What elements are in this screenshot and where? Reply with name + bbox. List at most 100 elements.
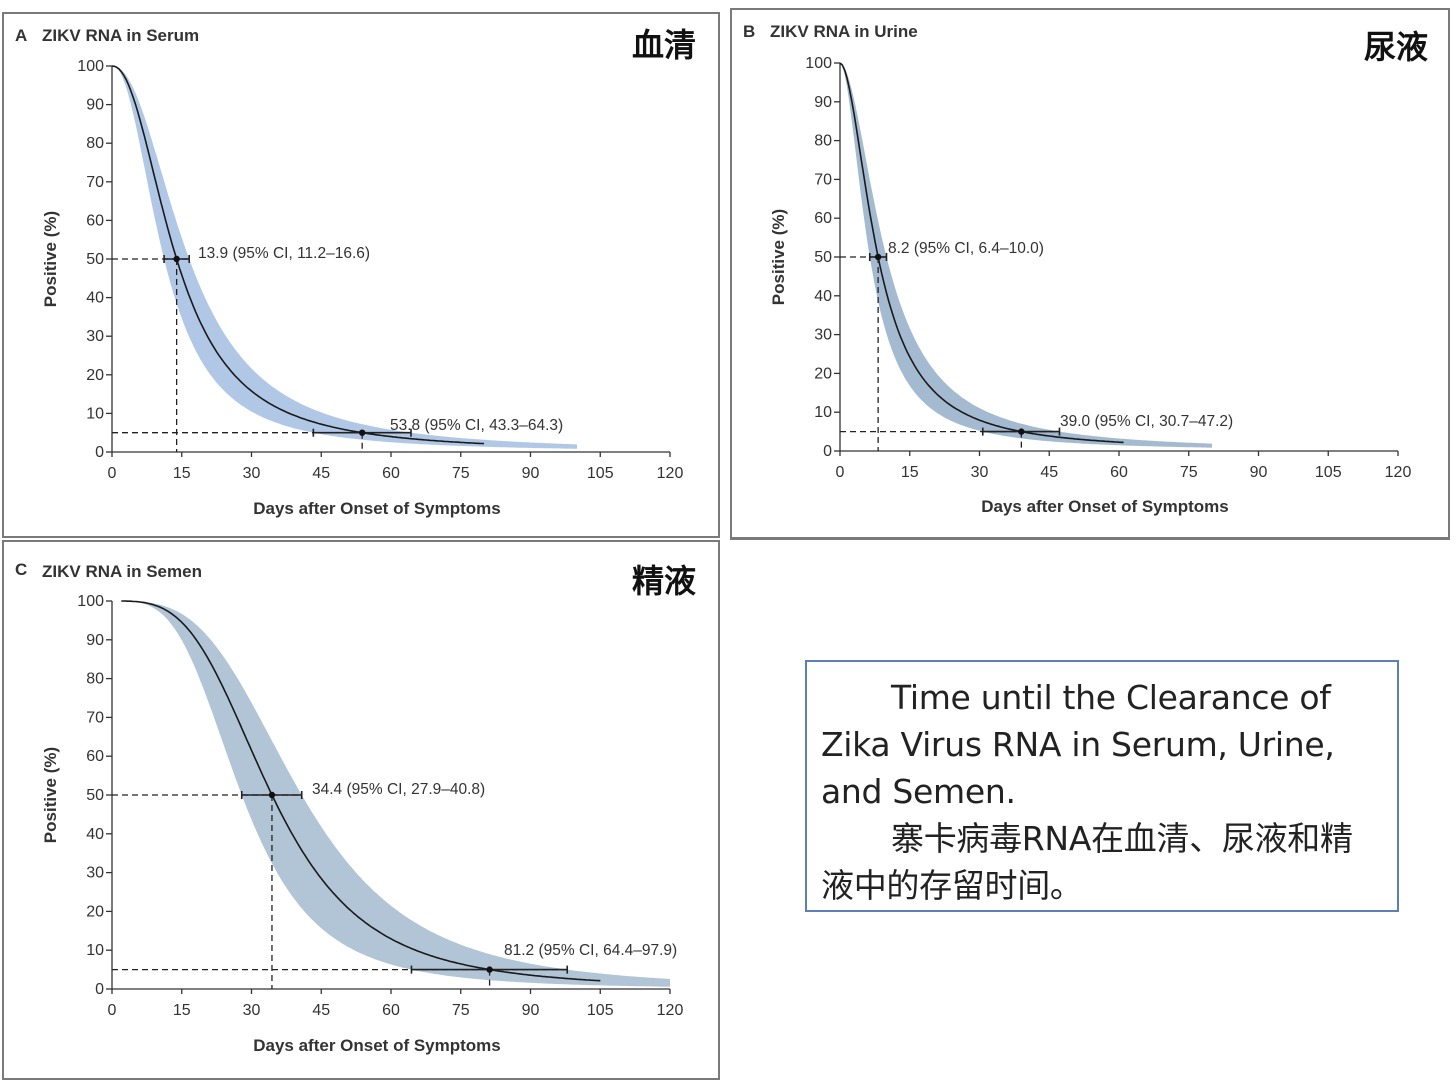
y-tick-label: 30 bbox=[814, 327, 832, 344]
x-tick-label: 120 bbox=[657, 1002, 684, 1019]
caption-english: Time until the Clearance of Zika Virus R… bbox=[821, 678, 1335, 811]
panel-title: ZIKV RNA in Serum bbox=[42, 26, 200, 45]
y-axis-title: Positive (%) bbox=[769, 209, 788, 305]
x-tick-label: 75 bbox=[452, 465, 470, 482]
panel-letter: B bbox=[743, 22, 756, 41]
p95-annotation: 39.0 (95% CI, 30.7–47.2) bbox=[1060, 413, 1233, 430]
x-axis-title: Days after Onset of Symptoms bbox=[981, 497, 1229, 516]
x-tick-label: 105 bbox=[1315, 464, 1342, 481]
y-tick-label: 80 bbox=[86, 135, 104, 152]
survival-curve bbox=[121, 600, 601, 982]
x-tick-label: 0 bbox=[836, 464, 845, 481]
panel-letter: A bbox=[15, 26, 28, 45]
x-tick-label: 30 bbox=[243, 1002, 261, 1019]
y-tick-label: 100 bbox=[77, 58, 104, 75]
panel-title: ZIKV RNA in Urine bbox=[770, 22, 918, 41]
survival-curve bbox=[111, 65, 485, 445]
x-tick-label: 15 bbox=[901, 464, 919, 481]
p95-annotation: 81.2 (95% CI, 64.4–97.9) bbox=[504, 942, 677, 959]
y-tick-label: 30 bbox=[86, 865, 104, 882]
y-tick-label: 80 bbox=[814, 133, 832, 150]
x-tick-label: 60 bbox=[382, 465, 400, 482]
panel-title: ZIKV RNA in Semen bbox=[42, 562, 202, 581]
x-tick-label: 15 bbox=[173, 465, 191, 482]
y-tick-label: 60 bbox=[814, 210, 832, 227]
y-tick-label: 100 bbox=[805, 55, 832, 72]
y-tick-label: 40 bbox=[86, 826, 104, 843]
median-point bbox=[173, 255, 180, 263]
x-tick-label: 15 bbox=[173, 1002, 191, 1019]
x-tick-label: 45 bbox=[312, 465, 330, 482]
p95-point bbox=[358, 429, 366, 436]
y-tick-label: 0 bbox=[823, 443, 832, 460]
y-tick-label: 30 bbox=[86, 328, 104, 345]
x-tick-label: 30 bbox=[243, 465, 261, 482]
confidence-band bbox=[121, 601, 671, 987]
y-tick-label: 80 bbox=[86, 671, 104, 688]
median-point bbox=[874, 253, 882, 261]
chart-panel-serum: A ZIKV RNA in Serum 血清 0 10 20 30 40 50 60 70 80… bbox=[2, 12, 720, 538]
y-axis-title: Positive (%) bbox=[41, 747, 60, 843]
x-tick-label: 75 bbox=[452, 1002, 470, 1019]
x-tick-label: 90 bbox=[522, 1002, 540, 1019]
y-tick-label: 0 bbox=[95, 444, 104, 461]
chinese-label: 精液 bbox=[632, 562, 697, 600]
y-tick-label: 40 bbox=[86, 290, 104, 307]
chart-panel-semen: C ZIKV RNA in Semen 精液 0 10 20 30 40 50 60 70 80… bbox=[2, 540, 720, 1080]
y-tick-label: 50 bbox=[814, 249, 832, 266]
x-axis-title: Days after Onset of Symptoms bbox=[253, 1036, 501, 1055]
panel-letter: C bbox=[15, 560, 28, 579]
confidence-band bbox=[112, 66, 577, 449]
chinese-label: 尿液 bbox=[1364, 28, 1429, 66]
y-tick-label: 90 bbox=[814, 94, 832, 111]
median-annotation: 34.4 (95% CI, 27.9–40.8) bbox=[312, 781, 485, 798]
y-tick-label: 60 bbox=[86, 212, 104, 229]
y-tick-label: 70 bbox=[86, 709, 104, 726]
y-tick-label: 10 bbox=[814, 404, 832, 421]
y-tick-label: 70 bbox=[86, 174, 104, 191]
x-tick-label: 120 bbox=[1385, 464, 1412, 481]
y-tick-label: 10 bbox=[86, 942, 104, 959]
x-tick-label: 45 bbox=[312, 1002, 330, 1019]
p95-point bbox=[486, 966, 493, 973]
y-tick-label: 50 bbox=[86, 251, 104, 268]
x-tick-label: 105 bbox=[587, 1002, 614, 1019]
x-tick-label: 75 bbox=[1180, 464, 1198, 481]
y-tick-label: 20 bbox=[814, 365, 832, 382]
y-tick-label: 50 bbox=[86, 787, 104, 804]
x-tick-label: 0 bbox=[108, 1002, 117, 1019]
x-tick-label: 90 bbox=[1250, 464, 1268, 481]
y-axis-title: Positive (%) bbox=[41, 211, 60, 307]
y-tick-label: 60 bbox=[86, 748, 104, 765]
y-tick-label: 70 bbox=[814, 171, 832, 188]
chart-plot-serum: 0 10 20 30 40 50 60 70 80 90 100 0 15 30 45 60 75 90 105 12… bbox=[41, 58, 684, 518]
caption-box: Time until the Clearance of Zika Virus R… bbox=[805, 660, 1399, 912]
y-tick-label: 90 bbox=[86, 632, 104, 649]
chart-plot-urine: 0 10 20 30 40 50 60 70 80 90 100 0 15 30 45 60 75 90 105 12… bbox=[769, 55, 1412, 516]
y-tick-label: 20 bbox=[86, 367, 104, 384]
chart-panel-urine: B ZIKV RNA in Urine 尿液 0 10 20 30 40 50 60 70 80… bbox=[730, 8, 1450, 540]
x-tick-label: 0 bbox=[108, 465, 117, 482]
x-tick-label: 60 bbox=[1110, 464, 1128, 481]
y-tick-label: 20 bbox=[86, 903, 104, 920]
median-annotation: 8.2 (95% CI, 6.4–10.0) bbox=[888, 240, 1044, 257]
y-tick-label: 40 bbox=[814, 288, 832, 305]
y-tick-label: 0 bbox=[95, 981, 104, 998]
p95-point bbox=[1018, 428, 1025, 435]
caption-chinese: 寨卡病毒RNA在血清、尿液和精液中的存留时间。 bbox=[821, 819, 1353, 905]
survival-curve bbox=[839, 62, 1124, 444]
x-tick-label: 45 bbox=[1040, 464, 1058, 481]
x-tick-label: 120 bbox=[657, 465, 684, 482]
x-tick-label: 60 bbox=[382, 1002, 400, 1019]
p95-annotation: 53.8 (95% CI, 43.3–64.3) bbox=[390, 417, 563, 434]
x-tick-label: 105 bbox=[587, 465, 614, 482]
y-tick-label: 10 bbox=[86, 405, 104, 422]
median-point bbox=[268, 791, 276, 799]
chart-plot-semen: 0 10 20 30 40 50 60 70 80 90 100 0 15 30 45 60 75 90 105 12… bbox=[41, 593, 684, 1055]
median-annotation: 13.9 (95% CI, 11.2–16.6) bbox=[198, 245, 370, 262]
y-tick-label: 100 bbox=[77, 593, 104, 610]
x-axis-title: Days after Onset of Symptoms bbox=[253, 499, 501, 518]
x-tick-label: 90 bbox=[522, 465, 540, 482]
chinese-label: 血清 bbox=[632, 26, 697, 64]
x-tick-label: 30 bbox=[971, 464, 989, 481]
